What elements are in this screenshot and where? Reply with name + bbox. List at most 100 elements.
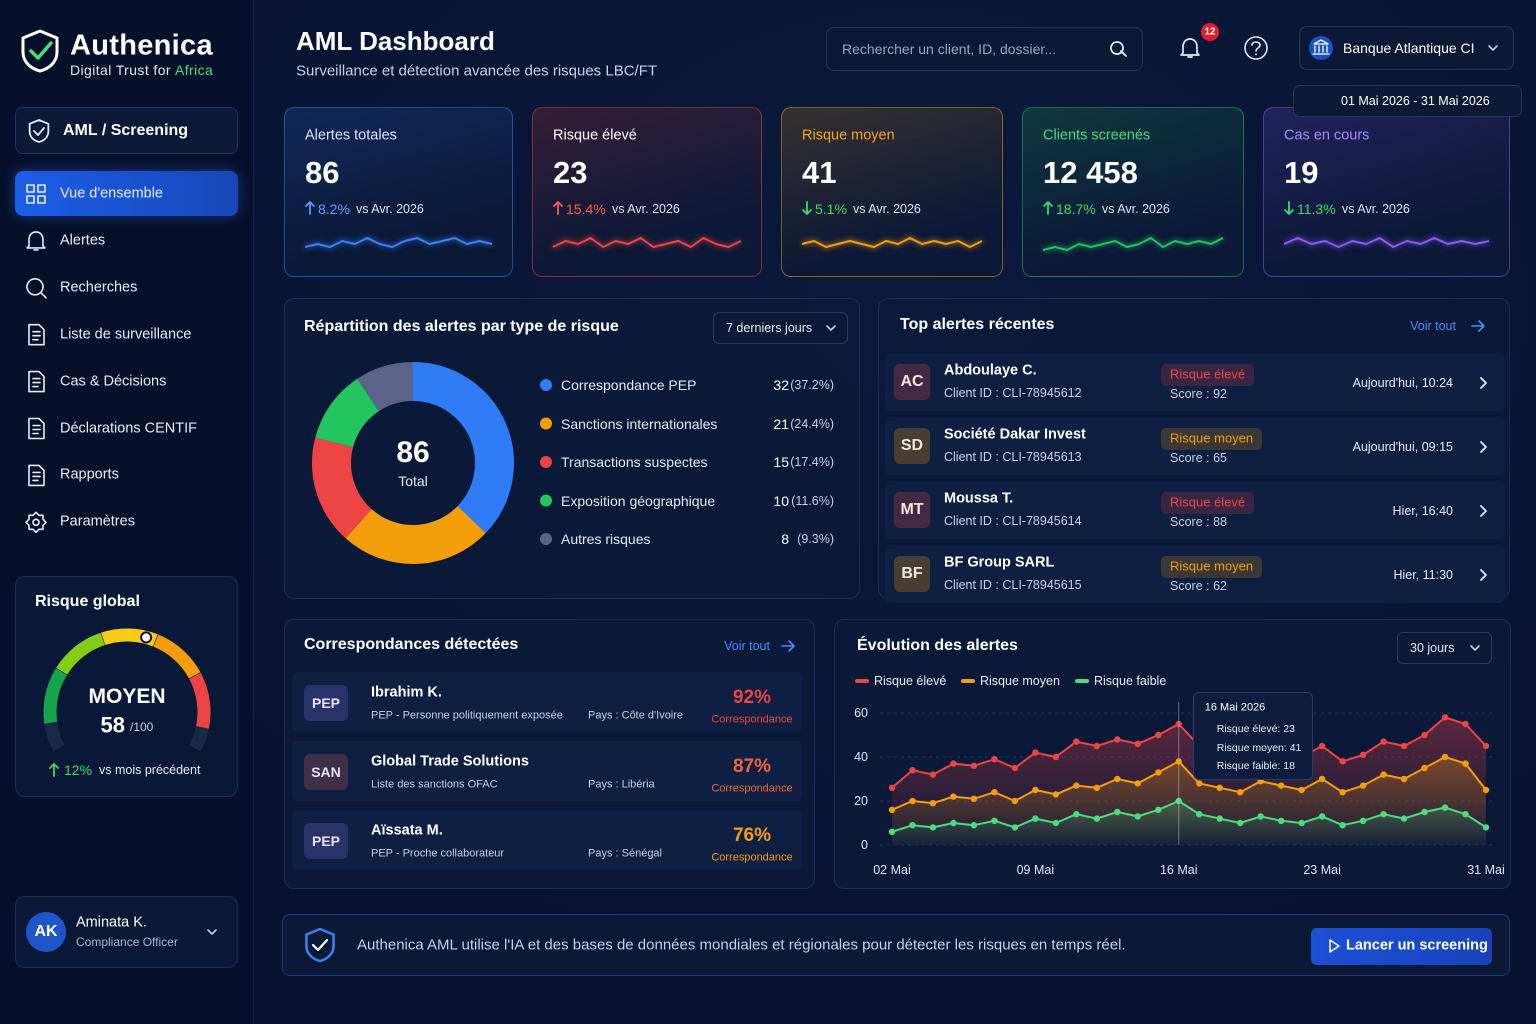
series-point xyxy=(1093,742,1101,750)
legend-label: Risque moyen xyxy=(980,673,1060,688)
nav-item[interactable]: Alertes xyxy=(60,232,106,249)
legend-dot xyxy=(540,379,552,391)
alert-row[interactable] xyxy=(885,545,1505,603)
donut-segment xyxy=(357,362,414,412)
kpi-sparkline xyxy=(552,237,742,248)
nav-item[interactable]: Rapports xyxy=(60,467,119,484)
kpi-card xyxy=(532,107,762,277)
brand-tagline: Digital Trust for xyxy=(70,61,171,78)
nav-item[interactable]: Recherches xyxy=(60,279,138,296)
nav-icon xyxy=(28,323,45,346)
gauge-band xyxy=(56,632,105,675)
series-point xyxy=(950,760,957,767)
module-box[interactable] xyxy=(15,107,238,154)
series-point xyxy=(1277,782,1285,789)
x-tick-label: 23 Mai xyxy=(1303,862,1341,877)
match-tag-bg xyxy=(304,823,348,859)
series-area xyxy=(892,801,1486,845)
play-icon xyxy=(1329,939,1340,953)
match-tag-bg xyxy=(304,754,348,790)
period-selector[interactable] xyxy=(713,312,848,344)
legend-percent: (17.4%) xyxy=(790,454,834,469)
bank-selector[interactable] xyxy=(1299,26,1514,70)
series-point xyxy=(1114,736,1121,743)
risk-max: /100 xyxy=(130,720,154,735)
alert-row[interactable] xyxy=(885,417,1505,475)
series-point xyxy=(888,806,896,813)
kpi-card xyxy=(781,107,1003,277)
nav-item[interactable]: Vue d'ensemble xyxy=(60,185,163,202)
bank-logo-mark xyxy=(1312,39,1330,55)
series-point xyxy=(1421,764,1428,772)
kpi-sparkline xyxy=(801,237,983,248)
series-point xyxy=(1339,789,1346,796)
series-point xyxy=(1155,806,1162,813)
nav-active-bg[interactable] xyxy=(15,171,238,216)
series-point xyxy=(1318,813,1326,820)
series-point xyxy=(1175,797,1182,805)
matches-link[interactable]: Voir tout xyxy=(724,638,770,653)
alert-name: Abdoulaye C. xyxy=(944,362,1037,379)
series-point xyxy=(1134,780,1141,787)
series-point xyxy=(1155,731,1162,739)
nav-item[interactable]: Paramètres xyxy=(60,513,135,530)
y-tick-label: 60 xyxy=(854,705,868,720)
series-point xyxy=(1298,819,1305,827)
series-point xyxy=(1400,775,1408,783)
alert-row[interactable] xyxy=(885,353,1505,411)
nav-item[interactable]: Déclarations CENTIF xyxy=(60,420,197,437)
alert-time: Aujourd'hui, 10:24 xyxy=(1352,375,1453,390)
date-picker[interactable] xyxy=(1293,85,1522,117)
module-label: AML / Screening xyxy=(63,121,189,139)
x-tick-label: 31 Mai xyxy=(1467,862,1505,877)
series-point xyxy=(1011,764,1019,772)
match-row[interactable] xyxy=(292,810,802,870)
alert-risk: Risque moyen xyxy=(1170,558,1254,574)
series-point xyxy=(1298,786,1305,794)
series-point xyxy=(1318,775,1326,783)
top-alerts-link[interactable]: Voir tout xyxy=(1410,318,1456,333)
legend-dot xyxy=(540,456,552,468)
search-box[interactable] xyxy=(826,27,1143,71)
y-tick-label: 20 xyxy=(854,793,868,808)
screening-button[interactable] xyxy=(1311,928,1492,965)
nav-icon xyxy=(26,278,47,299)
match-row[interactable] xyxy=(292,741,802,801)
kpi-label: Risque élevé xyxy=(553,127,637,144)
legend-dot xyxy=(540,494,552,507)
alert-time: Hier, 16:40 xyxy=(1392,503,1453,518)
nav-item[interactable]: Liste de surveillance xyxy=(60,326,192,343)
tooltip-line: Risque élevé: 23 xyxy=(1216,722,1295,735)
chevron-down xyxy=(1470,645,1480,651)
search-placeholder: Rechercher un client, ID, dossier... xyxy=(842,40,1056,57)
date-range: 01 Mai 2026 - 31 Mai 2026 xyxy=(1341,93,1490,108)
alert-time: Aujourd'hui, 09:15 xyxy=(1352,439,1453,454)
risk-level: MOYEN xyxy=(88,684,166,708)
gauge-band xyxy=(43,668,68,724)
nav-item[interactable]: Cas & Décisions xyxy=(60,373,167,390)
match-row[interactable] xyxy=(292,672,802,732)
evolution-title: Évolution des alertes xyxy=(857,636,1018,654)
series-point xyxy=(1175,720,1182,728)
screening-button-label[interactable]: Lancer un screening xyxy=(1346,937,1488,954)
user-name: Aminata K. xyxy=(76,914,147,931)
alert-risk: Risque moyen xyxy=(1170,430,1254,446)
series-point xyxy=(1339,758,1346,765)
alert-risk-pill xyxy=(1161,364,1254,386)
match-score: 87% xyxy=(732,756,772,778)
series-point xyxy=(1462,811,1469,818)
kpi-change: 18.7% xyxy=(1056,200,1096,217)
alert-risk: Risque élevé xyxy=(1170,494,1246,510)
tooltip-line: Risque faible: 18 xyxy=(1216,759,1295,772)
kpi-card xyxy=(1263,107,1510,277)
trend-arrow xyxy=(553,201,563,215)
chevron-right xyxy=(1480,505,1487,517)
series-point xyxy=(970,795,978,802)
kpi-change: 11.3% xyxy=(1297,200,1336,217)
kpi-change: 5.1% xyxy=(815,200,847,217)
series-point xyxy=(1216,815,1223,822)
alert-row[interactable] xyxy=(885,481,1505,539)
kpi-sparkline xyxy=(304,237,493,248)
alert-risk-pill xyxy=(1161,492,1254,514)
alert-name: BF Group SARL xyxy=(944,554,1055,571)
